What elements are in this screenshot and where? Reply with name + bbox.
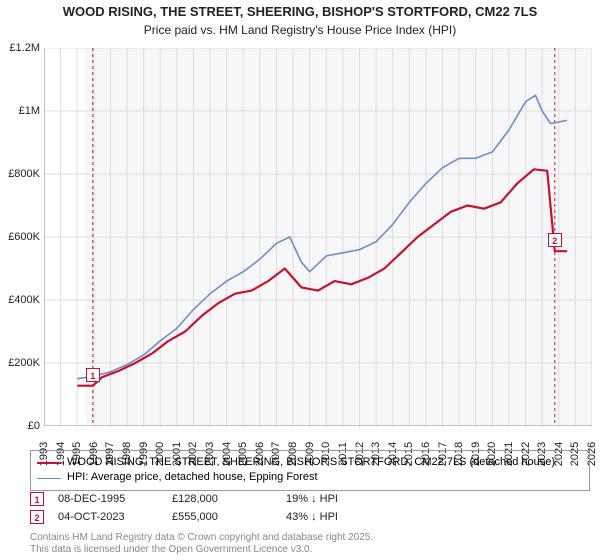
annotation-row: 2 04-OCT-2023 £555,000 43% ↓ HPI: [30, 510, 590, 524]
legend: WOOD RISING, THE STREET, SHEERING, BISHO…: [30, 450, 590, 491]
legend-swatch: [37, 478, 61, 479]
annotation-delta: 43% ↓ HPI: [286, 511, 386, 523]
y-axis-label: £400K: [8, 294, 40, 306]
y-axis-label: £200K: [8, 357, 40, 369]
y-axis-label: £0: [28, 420, 40, 432]
chart-area: £0£200K£400K£600K£800K£1M£1.2M1993199419…: [44, 48, 592, 426]
legend-row: WOOD RISING, THE STREET, SHEERING, BISHO…: [37, 455, 583, 470]
legend-label: HPI: Average price, detached house, Eppi…: [67, 470, 318, 485]
chart-svg: [44, 48, 592, 426]
footer-line-2: This data is licensed under the Open Gov…: [30, 544, 373, 556]
annotation-date: 04-OCT-2023: [58, 511, 158, 523]
annotation-price: £128,000: [172, 493, 272, 505]
y-axis-label: £1M: [19, 105, 40, 117]
annotations: 1 08-DEC-1995 £128,000 19% ↓ HPI 2 04-OCT-202…: [30, 492, 590, 528]
y-axis-label: £1.2M: [9, 42, 40, 54]
y-axis-label: £800K: [8, 168, 40, 180]
chart-marker: 1: [86, 368, 100, 382]
annotation-date: 08-DEC-1995: [58, 493, 158, 505]
annotation-row: 1 08-DEC-1995 £128,000 19% ↓ HPI: [30, 492, 590, 506]
legend-row: HPI: Average price, detached house, Eppi…: [37, 470, 583, 485]
annotation-price: £555,000: [172, 511, 272, 523]
chart-subtitle: Price paid vs. HM Land Registry's House …: [0, 23, 600, 41]
annotation-delta: 19% ↓ HPI: [286, 493, 386, 505]
chart-marker: 2: [548, 233, 562, 247]
annotation-marker: 2: [30, 510, 44, 524]
footer-line-1: Contains HM Land Registry data © Crown c…: [30, 532, 373, 544]
chart-title: WOOD RISING, THE STREET, SHEERING, BISHO…: [0, 0, 600, 23]
legend-swatch: [37, 462, 61, 464]
y-axis-label: £600K: [8, 231, 40, 243]
legend-label: WOOD RISING, THE STREET, SHEERING, BISHO…: [67, 455, 555, 470]
annotation-marker: 1: [30, 492, 44, 506]
footer: Contains HM Land Registry data © Crown c…: [30, 532, 373, 556]
